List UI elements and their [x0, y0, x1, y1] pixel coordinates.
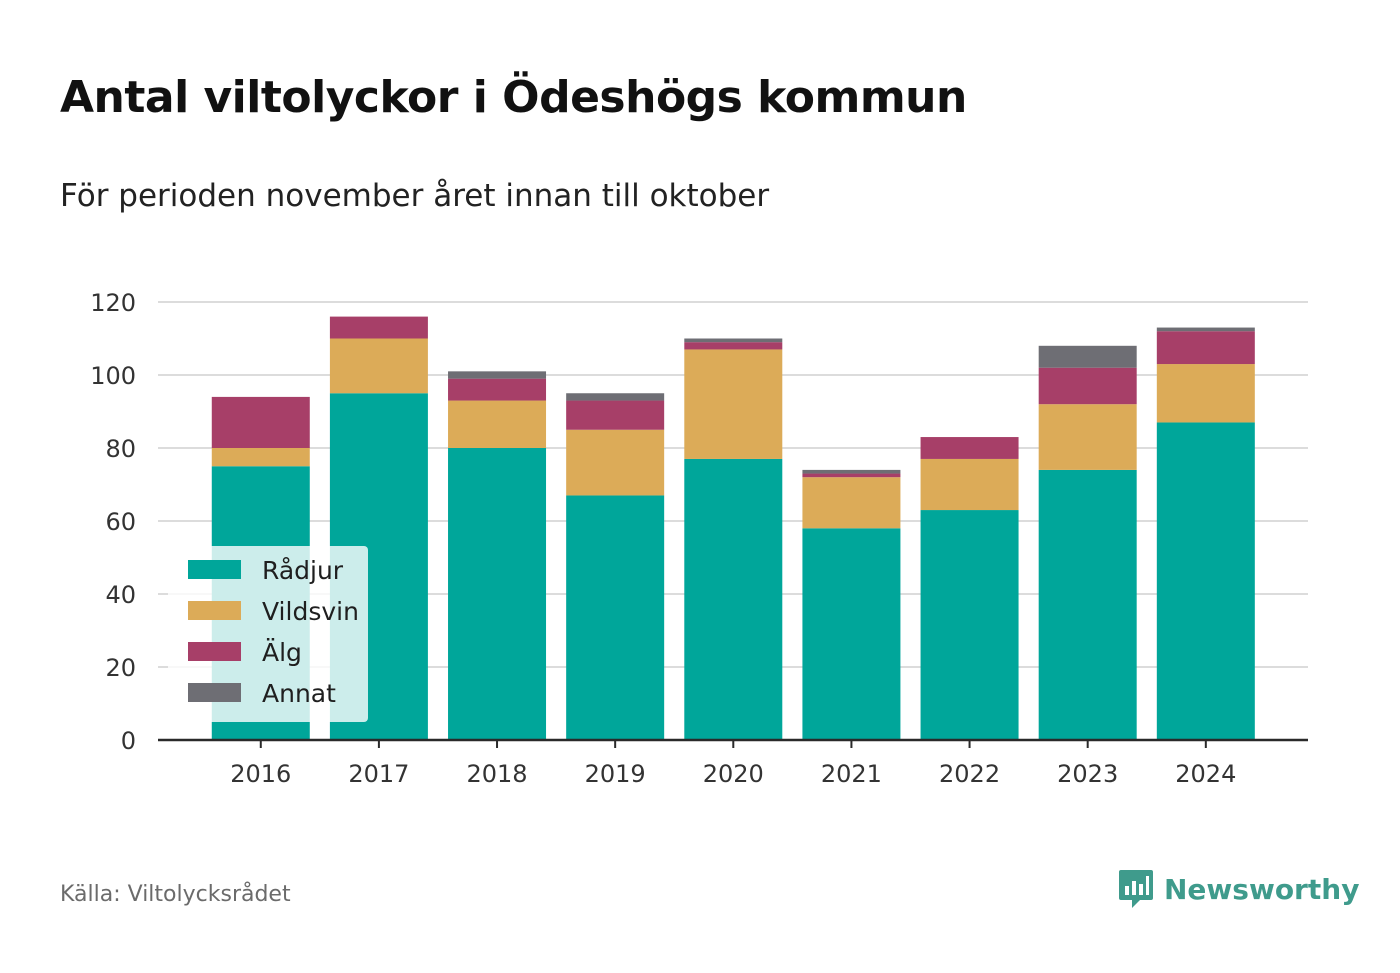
bar-älg-2021	[802, 473, 901, 478]
bar-vildsvin-2024	[1156, 364, 1255, 423]
bar-rådjur-2018	[448, 448, 547, 740]
y-tick-label: 60	[105, 508, 136, 536]
bar-vildsvin-2023	[1038, 404, 1137, 470]
legend-swatch-vildsvin	[188, 601, 241, 620]
x-tick-label: 2016	[230, 760, 291, 788]
bar-rådjur-2020	[684, 458, 783, 740]
chart-title: Antal viltolyckor i Ödeshögs kommun	[60, 72, 967, 123]
y-tick-label: 80	[105, 435, 136, 463]
x-tick-label: 2021	[821, 760, 882, 788]
legend-label-rådjur: Rådjur	[262, 556, 344, 585]
legend-swatch-annat	[188, 683, 241, 702]
bar-vildsvin-2021	[802, 477, 901, 529]
bars	[211, 316, 1255, 740]
bar-älg-2018	[448, 378, 547, 401]
bar-annat-2021	[802, 469, 901, 474]
x-tick-label: 2019	[585, 760, 646, 788]
legend-label-vildsvin: Vildsvin	[262, 597, 359, 626]
legend-swatch-rådjur	[188, 560, 241, 579]
x-tick-label: 2018	[466, 760, 527, 788]
bar-rådjur-2023	[1038, 469, 1137, 740]
bar-annat-2020	[684, 338, 783, 343]
y-tick-label: 100	[90, 362, 136, 390]
source-note: Källa: Viltolycksrådet	[60, 882, 291, 907]
x-tick-label: 2017	[348, 760, 409, 788]
bar-rådjur-2021	[802, 528, 901, 740]
legend: Rådjur Vildsvin Älg Annat	[168, 546, 368, 722]
bar-vildsvin-2019	[566, 429, 665, 496]
legend-swatch-älg	[188, 642, 241, 661]
bar-älg-2017	[329, 316, 428, 339]
bar-vildsvin-2016	[211, 448, 310, 467]
bar-annat-2018	[448, 371, 547, 379]
bar-vildsvin-2017	[329, 338, 428, 394]
bar-vildsvin-2022	[920, 458, 1019, 511]
x-axis: 2016 2017 2018 2019 2020 2021 2022 2023 2024	[158, 738, 1308, 788]
bar-annat-2023	[1038, 345, 1137, 368]
y-axis-ticks: 0 20 40 60 80 100 120	[90, 289, 136, 755]
legend-label-älg: Älg	[262, 638, 302, 667]
bar-älg-2016	[211, 396, 310, 448]
brand-logo: Newsworthy	[1118, 868, 1359, 910]
brand-name: Newsworthy	[1164, 872, 1360, 906]
bar-älg-2019	[566, 400, 665, 430]
y-tick-label: 0	[121, 727, 136, 755]
bar-älg-2023	[1038, 367, 1137, 405]
y-tick-label: 20	[105, 654, 136, 682]
legend-label-annat: Annat	[262, 679, 336, 708]
bar-rådjur-2019	[566, 495, 665, 740]
y-tick-label: 40	[105, 581, 136, 609]
bar-rådjur-2022	[920, 510, 1019, 740]
bar-rådjur-2024	[1156, 422, 1255, 740]
y-tick-label: 120	[90, 289, 136, 317]
bar-älg-2024	[1156, 331, 1255, 365]
x-tick-label: 2024	[1175, 760, 1236, 788]
bar-vildsvin-2018	[448, 400, 547, 448]
x-tick-label: 2020	[703, 760, 764, 788]
x-tick-label: 2022	[939, 760, 1000, 788]
x-tick-label: 2023	[1057, 760, 1118, 788]
legend-box	[168, 546, 368, 722]
bar-älg-2022	[920, 437, 1019, 459]
bar-vildsvin-2020	[684, 349, 783, 459]
chart-subtitle: För perioden november året innan till ok…	[60, 178, 770, 214]
bar-älg-2020	[684, 342, 783, 350]
newsworthy-logo-icon	[1119, 870, 1153, 908]
bar-annat-2019	[566, 393, 665, 401]
bar-annat-2024	[1156, 327, 1255, 332]
